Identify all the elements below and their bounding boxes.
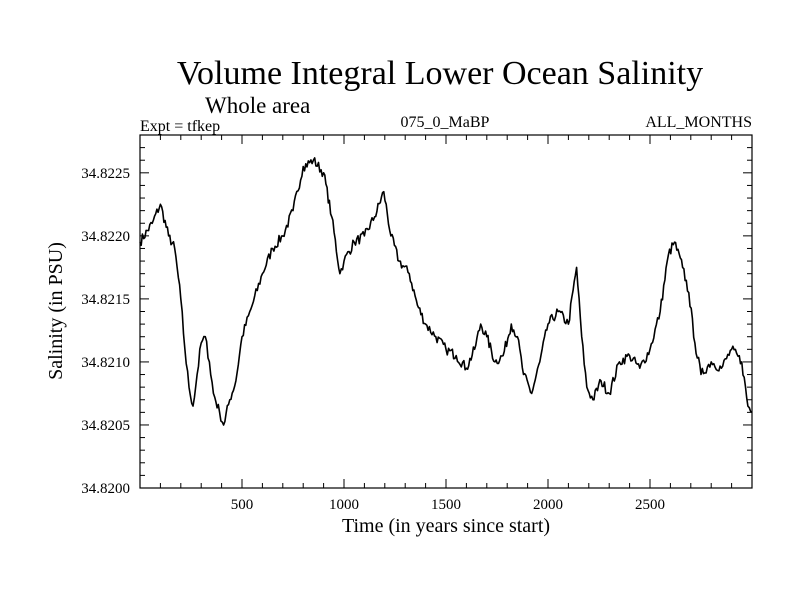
- expt-label: Expt = tfkep: [140, 118, 220, 135]
- x-tick-label: 1500: [431, 497, 461, 513]
- plot-frame: [139, 134, 753, 489]
- x-tick-label: 500: [231, 497, 254, 513]
- y-tick-label: 34.8205: [81, 418, 130, 434]
- y-tick-label: 34.8225: [81, 166, 130, 182]
- chart-subtitle: Whole area: [205, 93, 310, 118]
- y-axis-label: Salinity (in PSU): [45, 242, 67, 380]
- y-tick-label: 34.8210: [81, 355, 130, 371]
- x-axis-label: Time (in years since start): [342, 515, 550, 537]
- y-tick-label: 34.8220: [81, 229, 130, 245]
- series-line: [139, 157, 753, 426]
- y-tick-label: 34.8215: [81, 292, 130, 308]
- months-label: ALL_MONTHS: [645, 114, 752, 131]
- axis-tick-labels: 500 1000 1500 2000 2500 34.8200 34.8205 34.8210…: [81, 166, 665, 513]
- x-tick-label: 1000: [329, 497, 359, 513]
- x-tick-label: 2500: [635, 497, 665, 513]
- y-tick-label: 34.8200: [81, 481, 130, 497]
- x-tick-label: 2000: [533, 497, 563, 513]
- chart-title: Volume Integral Lower Ocean Salinity: [177, 55, 703, 92]
- run-label: 075_0_MaBP: [401, 114, 490, 131]
- axis-ticks: [140, 134, 752, 489]
